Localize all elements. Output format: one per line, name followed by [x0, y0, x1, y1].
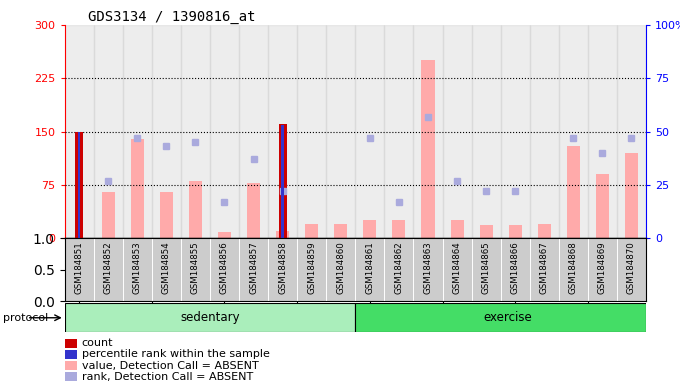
Bar [65, 303, 355, 332]
Bar [152, 25, 181, 238]
Bar [588, 25, 617, 238]
Text: rank, Detection Call = ABSENT: rank, Detection Call = ABSENT [82, 372, 253, 382]
Text: GSM184857: GSM184857 [249, 241, 258, 294]
Text: GSM184858: GSM184858 [278, 241, 287, 294]
Text: GDS3134 / 1390816_at: GDS3134 / 1390816_at [88, 10, 256, 23]
Bar [297, 25, 326, 238]
Bar [210, 25, 239, 238]
Bar [305, 224, 318, 238]
Bar [559, 25, 588, 238]
Text: GSM184864: GSM184864 [453, 241, 462, 294]
Bar [279, 124, 287, 238]
Bar [75, 131, 83, 238]
Bar [509, 225, 522, 238]
Text: GSM184859: GSM184859 [307, 241, 316, 294]
Text: protocol: protocol [3, 313, 49, 323]
Bar [131, 139, 143, 238]
Bar [451, 220, 464, 238]
Bar [413, 25, 443, 238]
Text: GSM184851: GSM184851 [75, 241, 84, 294]
Text: count: count [82, 338, 113, 348]
Bar [276, 231, 289, 238]
Text: GSM184860: GSM184860 [337, 241, 345, 294]
Bar [247, 183, 260, 238]
Bar [500, 25, 530, 238]
Bar [335, 224, 347, 238]
Text: value, Detection Call = ABSENT: value, Detection Call = ABSENT [82, 361, 258, 371]
Text: GSM184855: GSM184855 [191, 241, 200, 294]
Bar [282, 125, 284, 238]
Bar [422, 61, 435, 238]
Bar [268, 25, 297, 238]
Bar [102, 192, 115, 238]
Bar [122, 25, 152, 238]
Text: GSM184854: GSM184854 [162, 241, 171, 294]
Bar [181, 25, 210, 238]
Bar [355, 25, 384, 238]
Text: GSM184861: GSM184861 [365, 241, 374, 294]
Text: exercise: exercise [483, 311, 532, 324]
Bar [625, 153, 638, 238]
Bar [189, 181, 202, 238]
Bar [239, 25, 268, 238]
Bar [160, 192, 173, 238]
Bar [65, 25, 94, 238]
Text: GSM184870: GSM184870 [627, 241, 636, 294]
Bar [326, 25, 355, 238]
Text: GSM184865: GSM184865 [481, 241, 490, 294]
Text: GSM184863: GSM184863 [424, 241, 432, 294]
Bar [567, 146, 580, 238]
Bar [472, 25, 500, 238]
Text: percentile rank within the sample: percentile rank within the sample [82, 349, 269, 359]
Text: sedentary: sedentary [180, 311, 240, 324]
Bar [94, 25, 122, 238]
Bar [218, 232, 231, 238]
Bar [617, 25, 646, 238]
Text: GSM184869: GSM184869 [598, 241, 607, 294]
Text: GSM184866: GSM184866 [511, 241, 520, 294]
Bar [78, 132, 80, 238]
Bar [530, 25, 559, 238]
Bar [384, 25, 413, 238]
Bar [392, 220, 405, 238]
Text: GSM184853: GSM184853 [133, 241, 141, 294]
Bar [443, 25, 472, 238]
Text: GSM184852: GSM184852 [104, 241, 113, 294]
Bar [363, 220, 376, 238]
Text: GSM184867: GSM184867 [540, 241, 549, 294]
Text: GSM184868: GSM184868 [569, 241, 578, 294]
Bar [596, 174, 609, 238]
Bar [479, 225, 492, 238]
Text: GSM184862: GSM184862 [394, 241, 403, 294]
Bar [538, 224, 551, 238]
Text: GSM184856: GSM184856 [220, 241, 229, 294]
Bar [355, 303, 646, 332]
